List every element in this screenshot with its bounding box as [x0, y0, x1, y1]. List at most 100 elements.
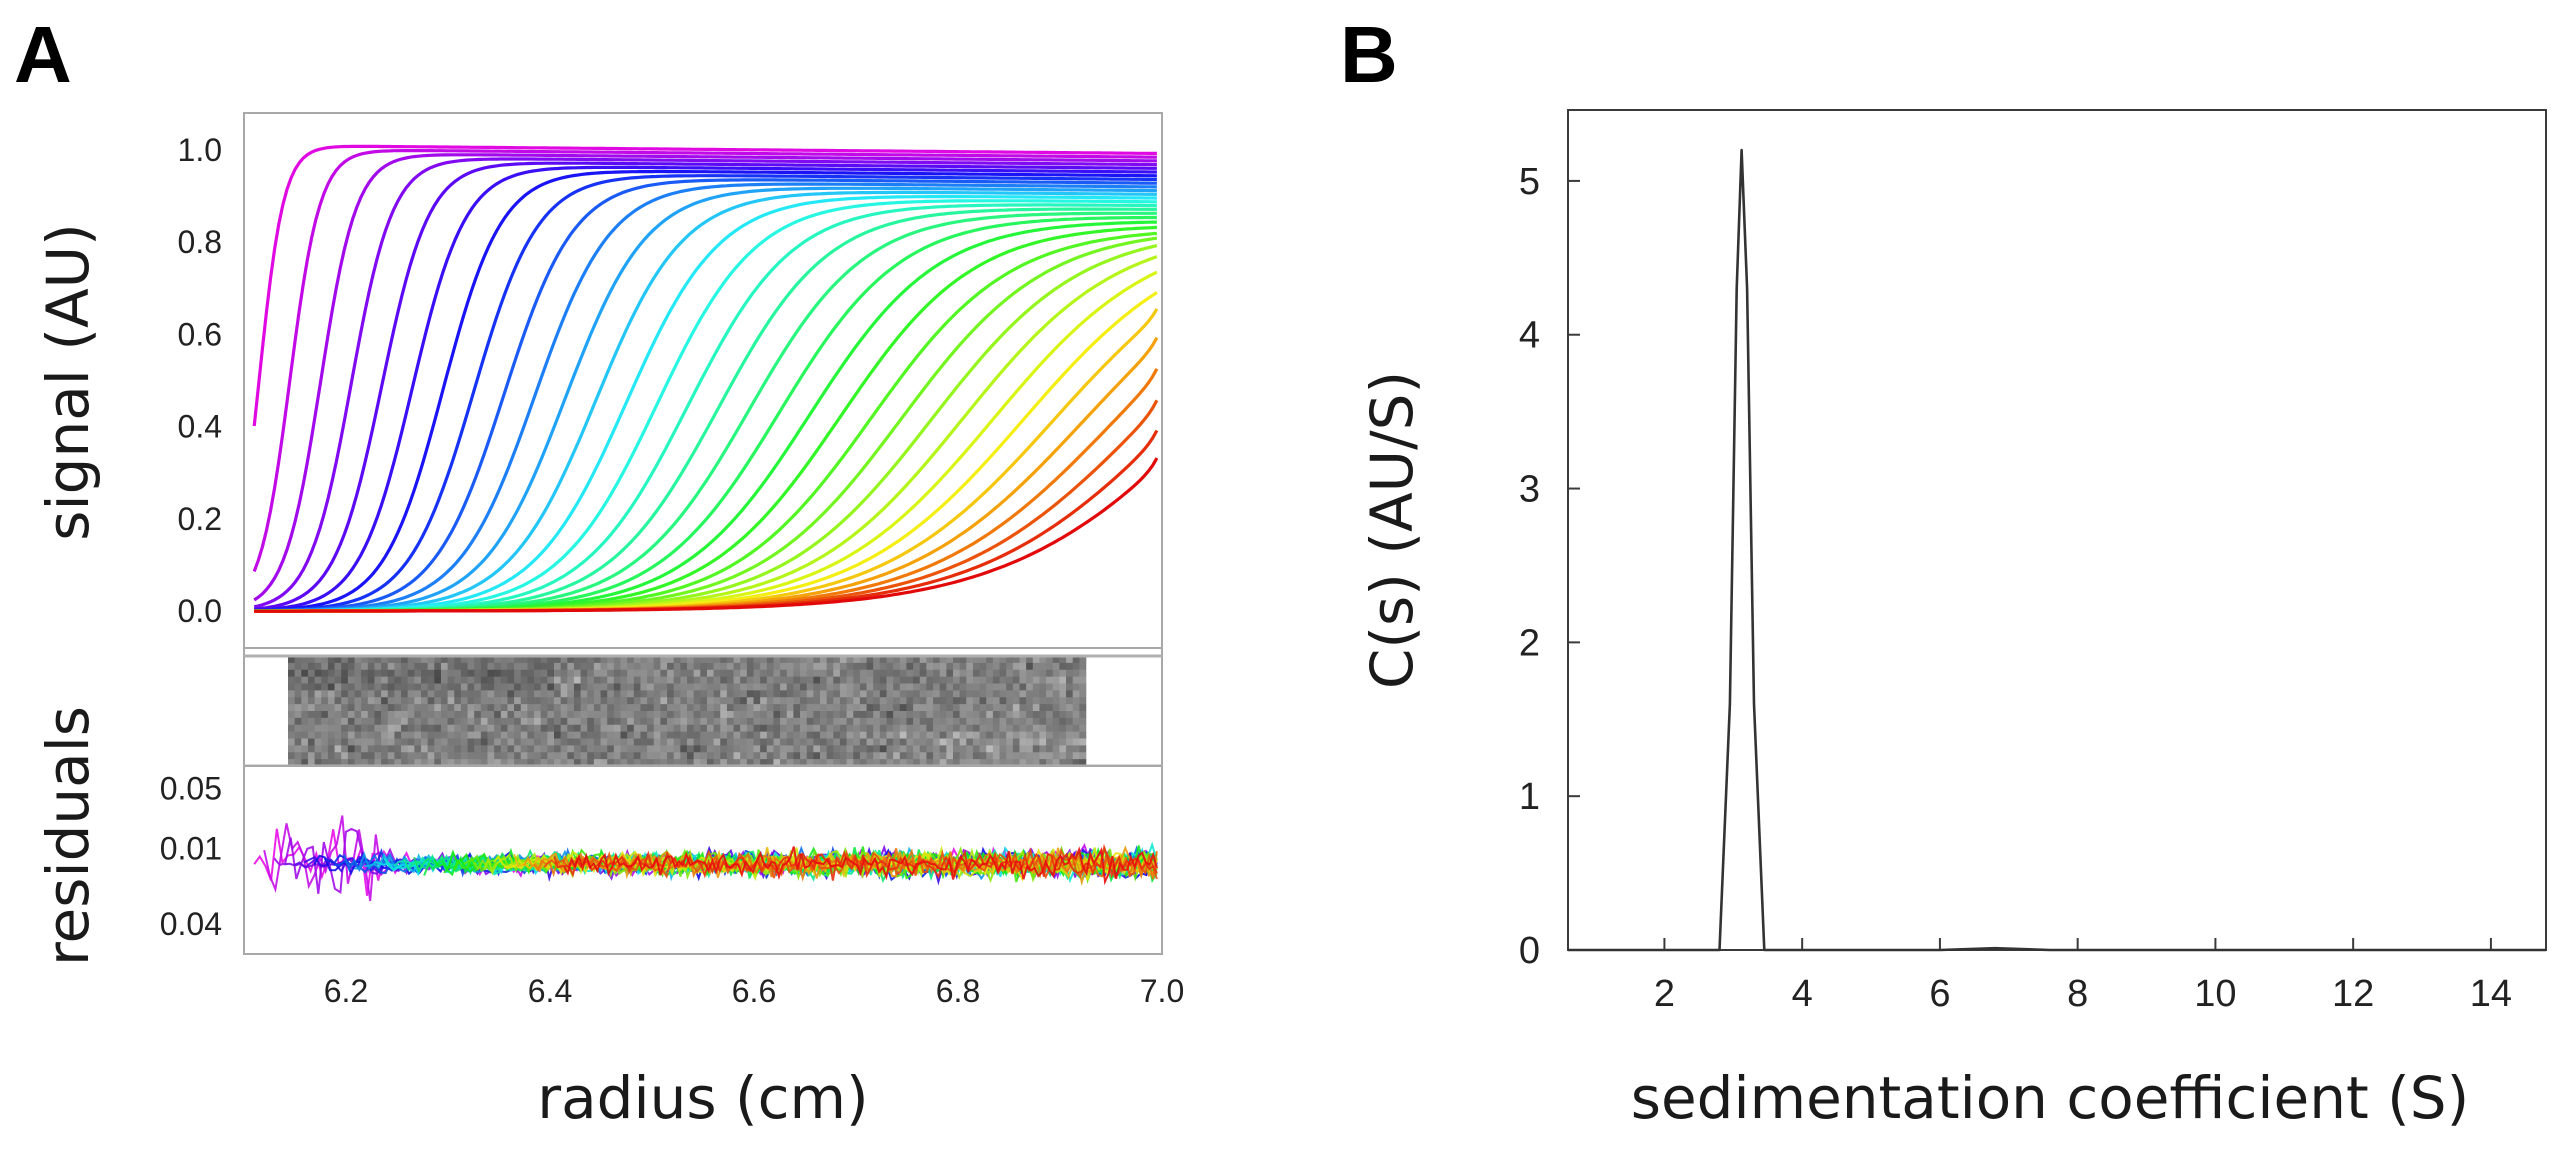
- panel-a-bitmap-cell: [1072, 711, 1080, 719]
- panel-a-bitmap-cell: [886, 717, 894, 726]
- panel-a-bitmap-cell: [866, 697, 874, 705]
- panel-a-y-tick-label: 0.2: [178, 501, 222, 537]
- panel-a-bitmap-cell: [381, 669, 389, 677]
- panel-a-bitmap-cell: [953, 745, 960, 753]
- panel-a-bitmap-cell: [886, 711, 894, 719]
- panel-a-bitmap-cell: [434, 745, 442, 753]
- panel-a-bitmap-cell: [926, 738, 934, 746]
- panel-a-bitmap-cell: [1066, 683, 1073, 691]
- panel-a-bitmap-cell: [953, 717, 960, 726]
- panel-a-bitmap-cell: [853, 745, 861, 753]
- panel-a-bitmap-cell: [1039, 683, 1047, 691]
- panel-a-bitmap-cell: [972, 656, 980, 664]
- panel-a-bitmap-cell: [347, 717, 355, 726]
- panel-a-bitmap-cell: [334, 662, 342, 671]
- panel-a-y-tick-label: 0.4: [178, 409, 222, 445]
- panel-a-bitmap-cell: [953, 669, 960, 677]
- panel-a-bitmap-cell: [1026, 724, 1034, 732]
- panel-a-bitmap-cell: [341, 711, 349, 719]
- panel-a-bitmap-cell: [919, 738, 927, 746]
- panel-a-bitmap-cell: [620, 752, 628, 760]
- panel-a-bitmap-cell: [959, 711, 967, 719]
- panel-a-bitmap-cell: [593, 690, 601, 698]
- panel-a-bitmap-cell: [480, 759, 488, 767]
- panel-a-bitmap-cell: [806, 683, 814, 691]
- panel-a-bitmap-cell: [480, 724, 488, 732]
- panel-a-bitmap-cell: [440, 752, 448, 760]
- panel-a-bitmap-cell: [547, 752, 555, 760]
- panel-a-bitmap-cell: [540, 731, 548, 739]
- panel-a-bitmap-cell: [953, 676, 960, 684]
- panel-a-bitmap-cell: [793, 752, 801, 760]
- panel-a-bitmap-cell: [906, 745, 914, 753]
- panel-a-bitmap-cell: [381, 717, 389, 726]
- panel-a-bitmap-cell: [1039, 704, 1047, 712]
- panel-a-bitmap-cell: [467, 731, 475, 739]
- panel-a-bitmap-cell: [540, 669, 548, 677]
- panel-a-bitmap-cell: [607, 711, 615, 719]
- panel-a-bitmap-cell: [826, 656, 834, 664]
- panel-a-bitmap-cell: [600, 752, 608, 760]
- panel-a-bitmap-cell: [387, 704, 395, 712]
- panel-a-bitmap-cell: [540, 683, 548, 691]
- panel-a-bitmap-cell: [573, 752, 581, 760]
- panel-a-bitmap-cell: [421, 676, 428, 684]
- panel-a-bitmap-cell: [939, 724, 947, 732]
- panel-a-bitmap-cell: [633, 690, 641, 698]
- panel-a-bitmap-cell: [560, 752, 568, 760]
- panel-a-bitmap-cell: [1006, 697, 1014, 705]
- panel-a-bitmap-cell: [1046, 697, 1054, 705]
- panel-a-bitmap-cell: [460, 683, 468, 691]
- panel-a-bitmap-cell: [859, 731, 867, 739]
- panel-a-bitmap-cell: [567, 683, 575, 691]
- panel-a-bitmap-cell: [806, 717, 814, 726]
- panel-a-bitmap-cell: [793, 724, 801, 732]
- panel-a-bitmap-cell: [407, 724, 415, 732]
- panel-a-bitmap-cell: [640, 717, 648, 726]
- panel-a-bitmap-cell: [387, 745, 395, 753]
- panel-a-bitmap-cell: [793, 656, 801, 664]
- panel-a-bitmap-cell: [1039, 669, 1047, 677]
- panel-a-bitmap-cell: [1012, 752, 1020, 760]
- panel-a-bitmap-cell: [294, 731, 302, 739]
- panel-a-bitmap-cell: [839, 745, 847, 753]
- panel-a-bitmap-cell: [647, 697, 655, 705]
- panel-a-bitmap-cell: [361, 745, 369, 753]
- panel-a-bitmap-cell: [321, 669, 329, 677]
- panel-a-bitmap-cell: [1019, 704, 1027, 712]
- panel-a-bitmap-cell: [713, 745, 721, 753]
- panel-a-bitmap-cell: [1079, 676, 1087, 684]
- panel-a-bitmap-cell: [793, 690, 801, 698]
- panel-a-bitmap-cell: [986, 724, 994, 732]
- panel-a-bitmap-cell: [401, 697, 408, 705]
- panel-a-bitmap-cell: [421, 711, 428, 719]
- panel-a-bitmap-cell: [341, 704, 349, 712]
- panel-a-bitmap-cell: [494, 717, 502, 726]
- panel-a-x-label: radius (cm): [537, 1064, 868, 1132]
- panel-a-bitmap-cell: [494, 676, 502, 684]
- panel-a-bitmap-cell: [740, 724, 748, 732]
- panel-a-bitmap-cell: [800, 669, 807, 677]
- panel-a-bitmap-cell: [826, 759, 834, 767]
- panel-a-bitmap-cell: [1032, 690, 1040, 698]
- panel-a-bitmap-cell: [653, 752, 661, 760]
- panel-a-bitmap-cell: [547, 745, 555, 753]
- panel-a-bitmap-cell: [667, 738, 674, 746]
- panel-a-bitmap-cell: [766, 745, 774, 753]
- panel-a-bitmap-cell: [933, 711, 940, 719]
- panel-a-bitmap-cell: [1026, 711, 1034, 719]
- panel-a-bitmap-cell: [826, 669, 834, 677]
- panel-a-bitmap-cell: [1039, 717, 1047, 726]
- panel-a-bitmap-cell: [660, 711, 668, 719]
- panel-a-bitmap-cell: [307, 669, 315, 677]
- panel-a-bitmap-cell: [999, 738, 1007, 746]
- panel-a-bitmap-cell: [487, 656, 495, 664]
- panel-a-bitmap-cell: [1039, 731, 1047, 739]
- panel-a-signal-curve: [254, 178, 1157, 613]
- panel-a-bitmap-cell: [534, 711, 541, 719]
- panel-a-signal-curve: [254, 165, 1157, 612]
- panel-a-y-tick-label: 0.6: [178, 316, 222, 352]
- panel-a-bitmap-cell: [527, 690, 535, 698]
- panel-a-bitmap-cell: [667, 745, 674, 753]
- panel-a-bitmap-cell: [381, 683, 389, 691]
